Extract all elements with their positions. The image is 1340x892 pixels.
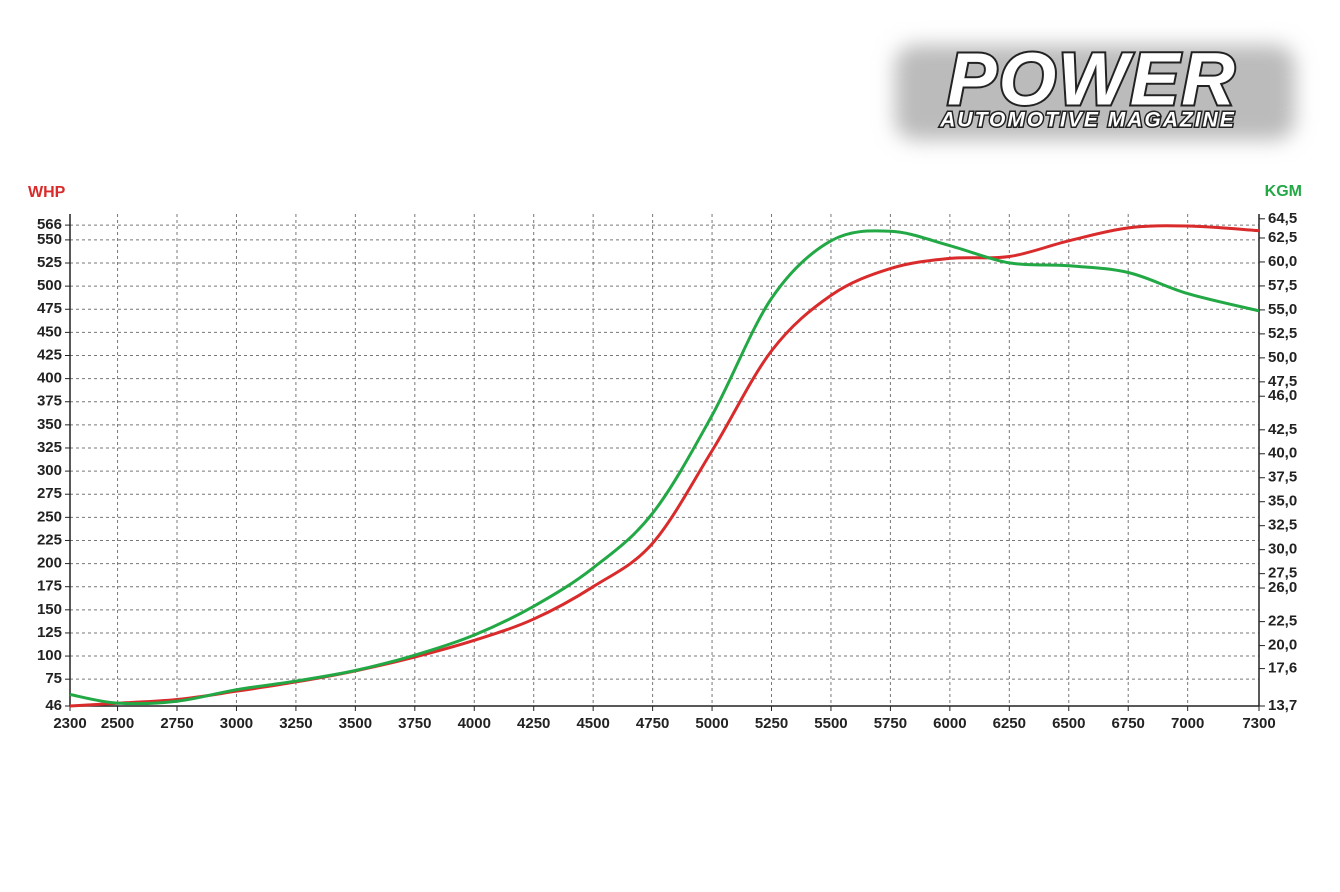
x-tick-label: 3750 [398, 715, 431, 732]
x-tick-label: 6500 [1052, 715, 1085, 732]
y-tick-label: 400 [37, 370, 62, 387]
y2-tick-label: 35,0 [1268, 493, 1297, 510]
logo-subtitle: AUTOMOTIVE MAGAZINE [939, 109, 1235, 132]
x-tick-label: 2750 [160, 715, 193, 732]
x-tick-label: 6750 [1112, 715, 1145, 732]
x-tick-label: 7300 [1242, 715, 1275, 732]
x-tick-label: 4750 [636, 715, 669, 732]
y-tick-label: 300 [37, 462, 62, 479]
y2-tick-label: 20,0 [1268, 637, 1297, 654]
y2-tick-label: 17,6 [1268, 660, 1297, 677]
y-tick-label: 125 [37, 624, 62, 641]
y2-tick-label: 60,0 [1268, 253, 1297, 270]
y-tick-label: 475 [37, 300, 62, 317]
y2-tick-label: 42,5 [1268, 421, 1297, 438]
y2-tick-label: 46,0 [1268, 387, 1297, 404]
x-tick-label: 3250 [279, 715, 312, 732]
y-tick-label: 325 [37, 439, 62, 456]
x-tick-label: 4500 [576, 715, 609, 732]
logo-title: POWER [947, 38, 1237, 121]
y2-tick-label: 27,5 [1268, 565, 1297, 582]
x-tick-label: 2500 [101, 715, 134, 732]
y-tick-label: 425 [37, 346, 62, 363]
x-tick-label: 7000 [1171, 715, 1204, 732]
y2-tick-label: 50,0 [1268, 349, 1297, 366]
y2-tick-label: 55,0 [1268, 301, 1297, 318]
y-tick-label: 200 [37, 555, 62, 572]
y-tick-label: 550 [37, 231, 62, 248]
x-tick-label: 5250 [755, 715, 788, 732]
series-line [69, 229, 1260, 706]
series-line [69, 224, 1260, 708]
y-tick-label: 450 [37, 323, 62, 340]
y-tick-label: 175 [37, 578, 62, 595]
y-tick-label: 525 [37, 254, 62, 271]
y2-tick-label: 32,5 [1268, 517, 1297, 534]
x-tick-label: 6250 [993, 715, 1026, 732]
y2-tick-label: 40,0 [1268, 445, 1297, 462]
y2-tick-label: 22,5 [1268, 613, 1297, 630]
x-tick-label: 5000 [695, 715, 728, 732]
y2-tick-label: 57,5 [1268, 277, 1297, 294]
x-tick-label: 3500 [339, 715, 372, 732]
y-tick-label: 100 [37, 647, 62, 664]
y-tick-label: 225 [37, 531, 62, 548]
y2-axis-label: KGM [1265, 183, 1302, 200]
x-tick-label: 4250 [517, 715, 550, 732]
x-tick-label: 5500 [814, 715, 847, 732]
x-tick-label: 6000 [933, 715, 966, 732]
y-tick-label: 500 [37, 277, 62, 294]
y2-tick-label: 30,0 [1268, 541, 1297, 558]
x-tick-label: 3000 [220, 715, 253, 732]
y-tick-label: 275 [37, 485, 62, 502]
y-tick-label: 566 [37, 216, 62, 233]
y2-tick-label: 52,5 [1268, 325, 1297, 342]
y2-tick-label: 62,5 [1268, 229, 1297, 246]
logo-glow [895, 45, 1295, 140]
y-tick-label: 46 [45, 697, 62, 714]
y2-tick-label: 37,5 [1268, 469, 1297, 486]
y-axis-label: WHP [28, 184, 66, 201]
y2-tick-label: 13,7 [1268, 697, 1297, 714]
y2-tick-label: 64,5 [1268, 210, 1297, 227]
y-tick-label: 75 [45, 670, 62, 687]
x-tick-label: 4000 [458, 715, 491, 732]
y-tick-label: 150 [37, 601, 62, 618]
x-tick-label: 2300 [53, 715, 86, 732]
y2-tick-label: 26,0 [1268, 579, 1297, 596]
y2-tick-label: 47,5 [1268, 373, 1297, 390]
y-tick-label: 250 [37, 508, 62, 525]
y-tick-label: 350 [37, 416, 62, 433]
y-tick-label: 375 [37, 393, 62, 410]
x-tick-label: 5750 [874, 715, 907, 732]
